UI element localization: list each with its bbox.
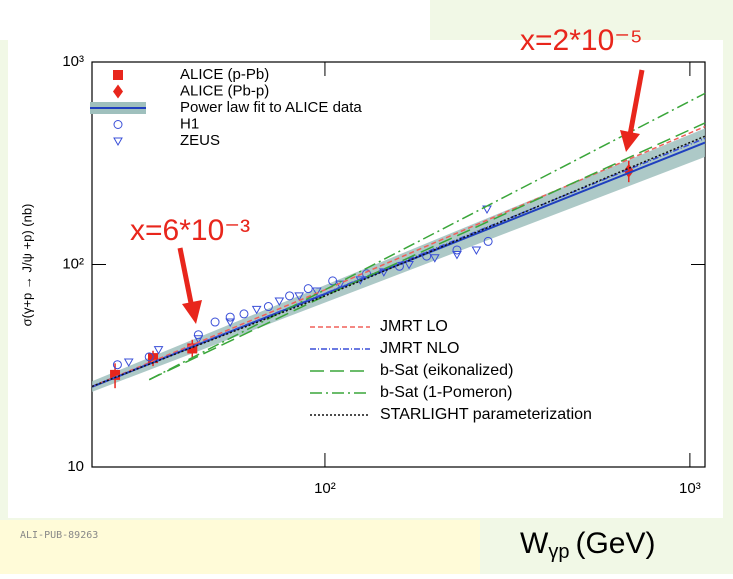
data-point (144, 352, 154, 362)
data-point (404, 261, 414, 270)
legend-label: ALICE (p-Pb) (180, 66, 269, 83)
data-point (263, 302, 273, 312)
y-tick-label: 10³ (62, 53, 84, 70)
data-point (294, 292, 305, 301)
legend-label: b-Sat (1-Pomeron) (380, 384, 513, 401)
data-point (303, 284, 313, 294)
data-point (123, 358, 134, 368)
data-point (285, 291, 295, 301)
arrow-shaft (627, 69, 645, 136)
legend-item: ALICE (p-Pb) (113, 66, 269, 83)
data-point (153, 346, 164, 355)
data-point (471, 246, 482, 255)
x-tick-label: 10³ (679, 480, 701, 497)
legend-item: H1 (113, 115, 199, 132)
legend-item: b-Sat (eikonalized) (310, 362, 513, 379)
y-tick-label: 10² (62, 255, 84, 272)
data-point (110, 369, 121, 380)
legend-label: JMRT NLO (380, 340, 459, 357)
data-point (193, 330, 203, 340)
curve (91, 137, 706, 388)
data-point (225, 312, 235, 322)
data-point (210, 317, 220, 327)
legend-swatch (113, 120, 123, 129)
data-point (378, 268, 389, 277)
y-tick-label: 10 (67, 458, 84, 475)
header-band (0, 0, 430, 40)
legend-item: ZEUS (113, 132, 220, 149)
legend-label: Power law fit to ALICE data (180, 99, 362, 116)
annotation: x=6*10⁻³ (130, 214, 250, 247)
x-label-unit: (GeV) (575, 527, 655, 560)
legend-item: JMRT LO (310, 318, 448, 335)
arrow-head (182, 300, 202, 324)
data-point (225, 318, 236, 328)
legend-label: ALICE (Pb-p) (180, 82, 269, 99)
legend-item: Power law fit to ALICE data (90, 99, 362, 116)
curve (91, 135, 706, 388)
data-point (274, 297, 285, 307)
data-point (311, 287, 322, 296)
legend-label: JMRT LO (380, 318, 448, 335)
legend-label: H1 (180, 115, 199, 132)
x-axis-label: Wγp (GeV) (520, 527, 655, 563)
curve (148, 122, 706, 381)
data-point (251, 305, 262, 315)
legend-swatch (113, 137, 123, 147)
data-point (187, 343, 198, 354)
legend-label: b-Sat (eikonalized) (380, 362, 513, 379)
watermark: ALI-PUB-89263 (20, 530, 98, 541)
data-point (429, 254, 440, 263)
curve (91, 125, 706, 388)
legend-label: ZEUS (180, 132, 220, 149)
legend-item: STARLIGHT parameterization (310, 406, 592, 423)
arrow-shaft (177, 247, 195, 309)
data-point (239, 309, 249, 319)
arrow-head (620, 130, 640, 152)
data-point (452, 251, 462, 260)
data-point (112, 360, 122, 370)
legend-item: b-Sat (1-Pomeron) (310, 384, 513, 401)
x-tick-label: 10² (314, 480, 336, 497)
annotation: x=2*10⁻⁵ (520, 24, 643, 57)
legend-item: JMRT NLO (310, 340, 459, 357)
legend-swatch (113, 70, 123, 80)
y-axis-label: σ(γ+p → J/ψ +p) (nb) (19, 204, 34, 327)
data-point (483, 236, 493, 246)
data-point (452, 245, 462, 255)
x-label-sub: γp (548, 541, 569, 563)
annotation-arrows (177, 69, 645, 324)
footer-band (0, 520, 480, 574)
legend-swatch (113, 84, 123, 99)
x-label-main: W (520, 527, 549, 560)
legend-label: STARLIGHT parameterization (380, 406, 592, 423)
data-point (193, 335, 204, 344)
legend-item: ALICE (Pb-p) (113, 82, 269, 99)
